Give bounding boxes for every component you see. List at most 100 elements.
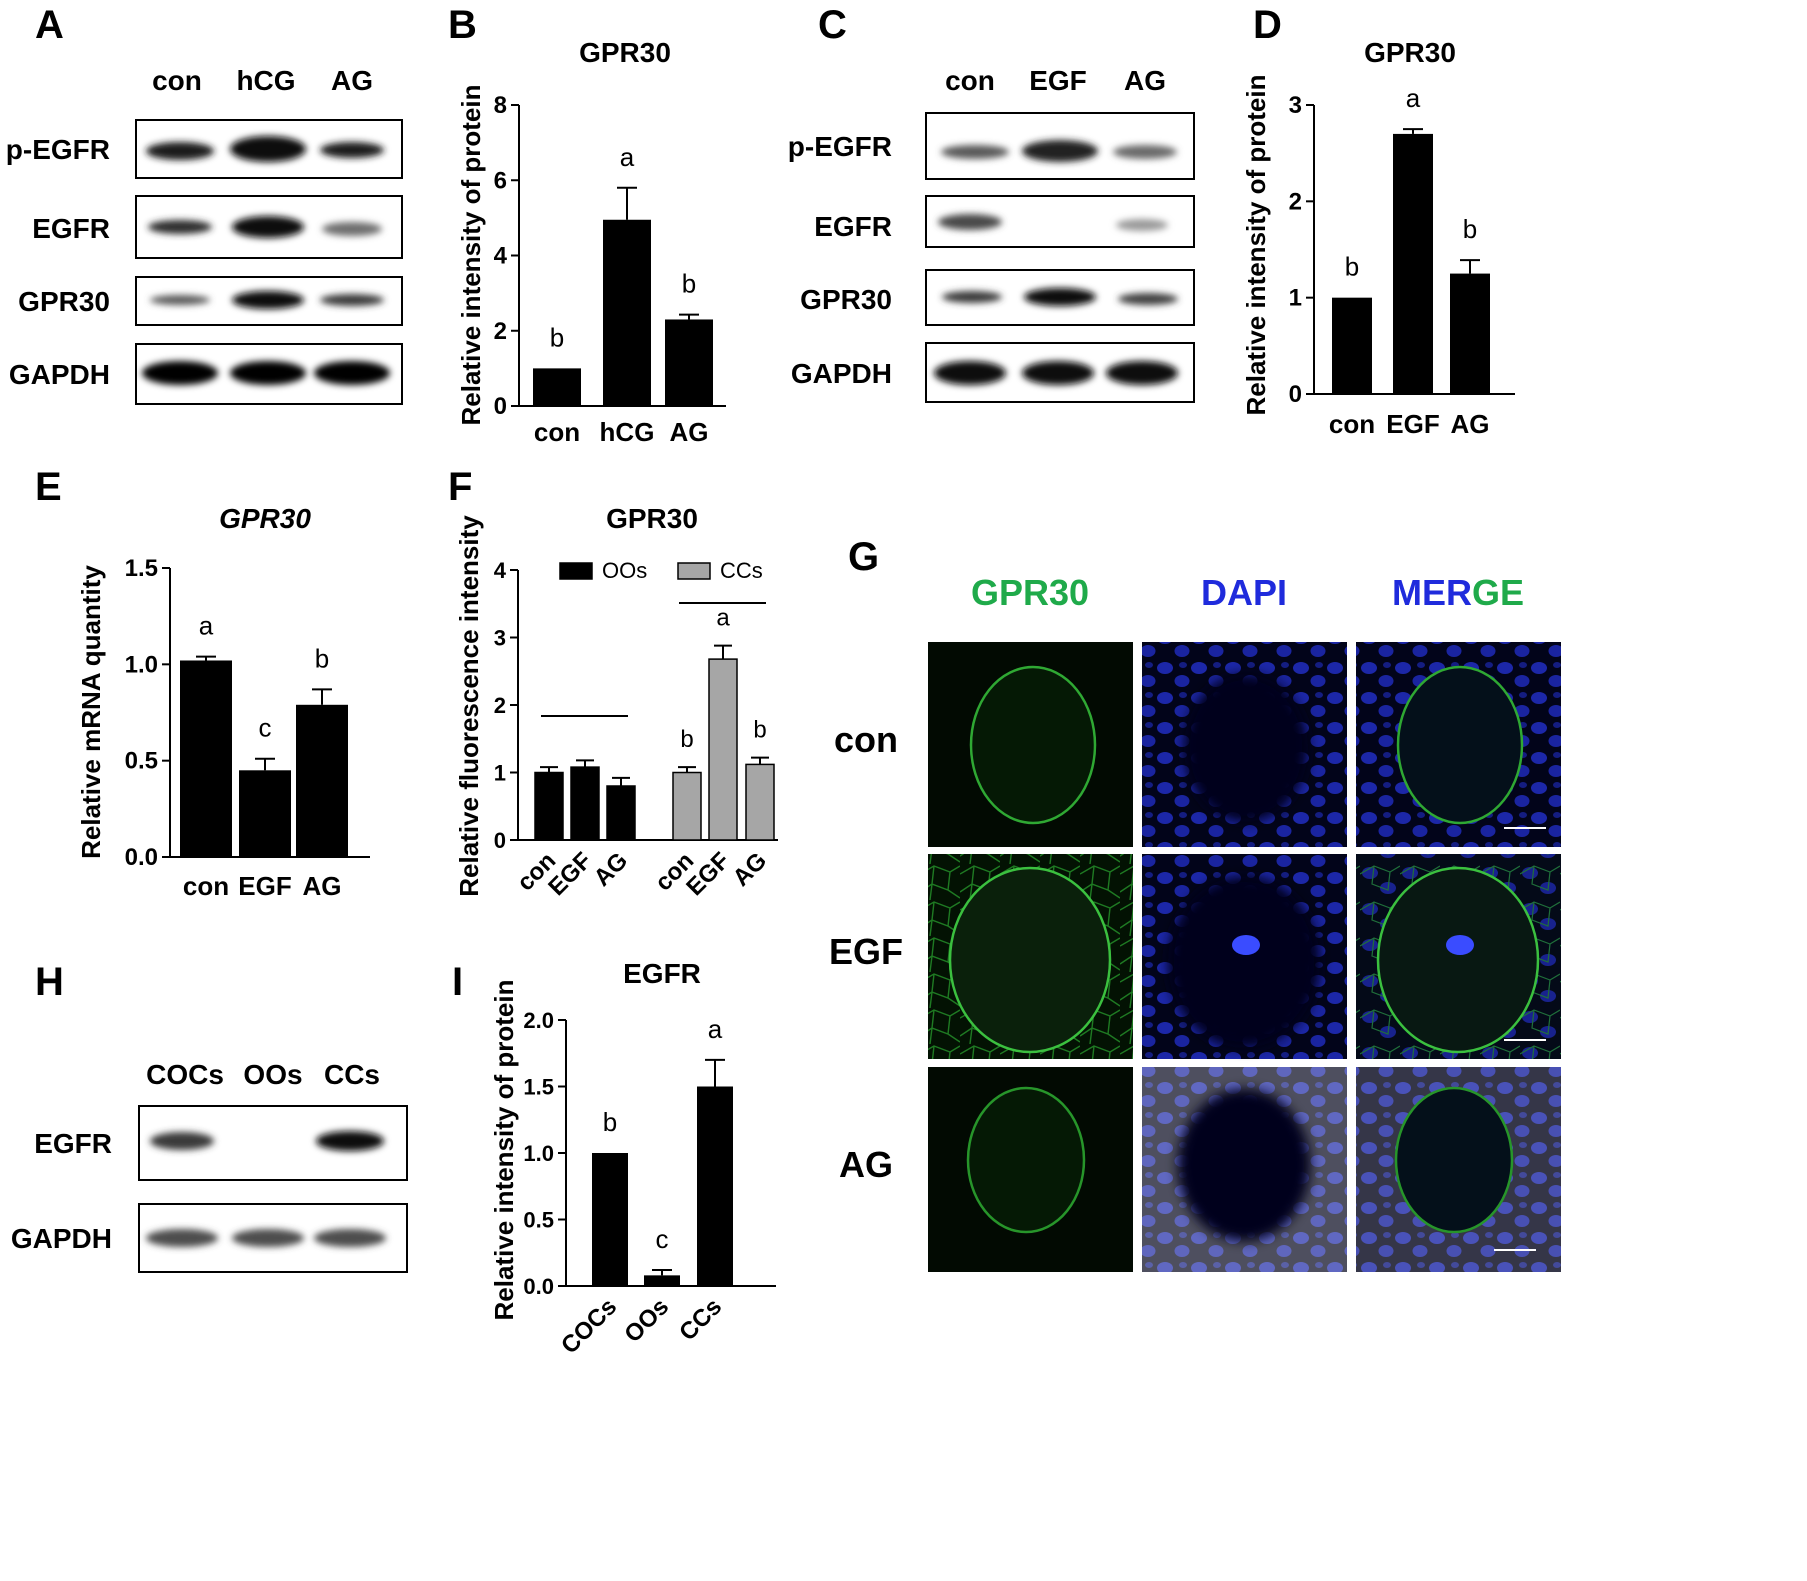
y-tick-label: 0.0	[125, 844, 158, 871]
bar	[672, 771, 702, 841]
panel-letter-b: B	[448, 3, 477, 47]
bar	[644, 1275, 680, 1286]
blot-band	[320, 142, 384, 158]
significance-letter: b	[603, 1107, 617, 1137]
y-tick-label: 1.0	[523, 1141, 554, 1166]
x-tick-label: AG	[589, 847, 634, 892]
blot-band	[146, 142, 214, 160]
chart-e: GPR30 Relative mRNA quantity 0.0 0.5 1.0 1.5 a…	[76, 503, 370, 901]
x-tick-label: EGF	[1386, 409, 1439, 439]
y-tick-label: 0	[1289, 381, 1302, 408]
x-tick-label: con	[1329, 409, 1375, 439]
x-tick-label: EGF	[681, 847, 735, 901]
blot-a-row-label: p-EGFR	[6, 134, 110, 165]
panel-letter-f: F	[448, 465, 472, 509]
merge-letter: E	[1422, 572, 1446, 613]
blot-band	[232, 216, 304, 238]
panel-letter-c: C	[818, 3, 847, 47]
chart-d: GPR30 Relative intensity of protein 0 1 2 3 b c…	[1241, 37, 1515, 439]
y-tick-label: 1	[494, 761, 506, 786]
merge-letter: R	[1446, 572, 1472, 613]
blot-band	[1118, 293, 1178, 305]
x-tick-label: EGF	[238, 871, 291, 901]
y-tick-label: 4	[494, 558, 507, 583]
blot-band	[1113, 145, 1177, 159]
blot-c-row-label: GAPDH	[791, 358, 892, 389]
blot-band	[150, 1132, 214, 1150]
bar	[697, 1086, 733, 1286]
panel-letter-e: E	[35, 465, 62, 509]
significance-letter: a	[708, 1014, 723, 1044]
row-label-con: con	[834, 719, 898, 760]
y-tick-label: 0.5	[125, 748, 158, 775]
y-tick-label: 2.0	[523, 1008, 554, 1033]
blot-c-row-label: GPR30	[800, 284, 892, 315]
y-tick-label: 2	[494, 318, 507, 345]
blot-band	[314, 361, 390, 385]
y-axis-label: Relative mRNA quantity	[76, 565, 106, 859]
significance-letter: a	[1406, 83, 1421, 113]
blot-a-row-label: GPR30	[18, 286, 110, 317]
blot-c-lane-label: AG	[1124, 65, 1166, 96]
blot-c: con EGF AG p-EGFR EGFR GPR30 GAPDH	[788, 65, 1195, 403]
significance-letter: b	[1345, 252, 1359, 282]
bar	[533, 368, 581, 406]
significance-letter: a	[199, 611, 214, 641]
blot-a-lane-label: hCG	[236, 65, 295, 96]
oocyte-membrane	[1376, 866, 1540, 1054]
oocyte-membrane	[969, 665, 1097, 825]
bar	[708, 658, 738, 841]
y-axis-label: Relative fluorescence intensity	[454, 515, 484, 897]
blot-band	[1022, 361, 1094, 385]
blot-h-row-label: GAPDH	[11, 1223, 112, 1254]
chart-f: GPR30 Relative fluorescence intensity 0 1 2 3…	[454, 503, 778, 901]
blot-band	[941, 145, 1009, 159]
y-tick-label: 8	[494, 92, 507, 119]
y-tick-label: 1.5	[523, 1075, 554, 1100]
y-tick-label: 6	[494, 167, 507, 194]
x-tick-label: hCG	[600, 417, 655, 447]
bar	[296, 704, 348, 857]
chromatin	[1232, 935, 1260, 955]
blot-band	[230, 136, 306, 162]
panel-g-imaging: GPR30 DAPI MERGE con EGF AG	[829, 572, 1561, 1272]
x-tick-label: AG	[303, 871, 342, 901]
significance-letter: a	[620, 142, 635, 172]
bar	[606, 785, 636, 841]
x-tick-label: OOs	[619, 1293, 674, 1348]
panel-letter-a: A	[35, 3, 64, 47]
y-axis-label: Relative intensity of protein	[456, 85, 486, 426]
blot-h: COCs OOs CCs EGFR GAPDH	[11, 1059, 408, 1273]
chart-title: GPR30	[219, 503, 311, 534]
row-label-ag: AG	[839, 1144, 893, 1185]
legend-swatch	[677, 562, 711, 580]
x-tick-label: AG	[670, 417, 709, 447]
x-tick-label: CCs	[674, 1293, 727, 1346]
chart-title: GPR30	[579, 37, 671, 68]
x-tick-label: AG	[1451, 409, 1490, 439]
y-axis-label: Relative intensity of protein	[1241, 75, 1271, 416]
bar	[665, 319, 713, 406]
bar	[603, 219, 651, 406]
merge-letter: M	[1392, 572, 1422, 613]
y-tick-label: 0.5	[523, 1208, 554, 1233]
blot-band	[232, 1229, 304, 1247]
bar	[1332, 297, 1372, 394]
x-tick-label: con	[183, 871, 229, 901]
blot-band	[230, 361, 306, 385]
chart-i: EGFR Relative intensity of protein 0.0 0.5 1…	[489, 958, 776, 1359]
bar	[180, 660, 232, 857]
legend-label: CCs	[720, 558, 763, 583]
chart-title: GPR30	[606, 503, 698, 534]
panel-letter-i: I	[452, 960, 463, 1004]
oocyte-membrane	[966, 1086, 1086, 1234]
chart-b: GPR30 Relative intensity of protein 0 2 4 6 8 b…	[456, 37, 726, 447]
y-tick-label: 1	[1289, 285, 1302, 312]
merge-letter: E	[1500, 572, 1524, 613]
x-tick-label: COCs	[556, 1293, 622, 1359]
channel-label-merge: MERGE	[1392, 572, 1524, 613]
blot-c-row-label: p-EGFR	[788, 131, 892, 162]
oocyte-region	[1168, 876, 1320, 1048]
significance-letter: b	[753, 717, 766, 744]
